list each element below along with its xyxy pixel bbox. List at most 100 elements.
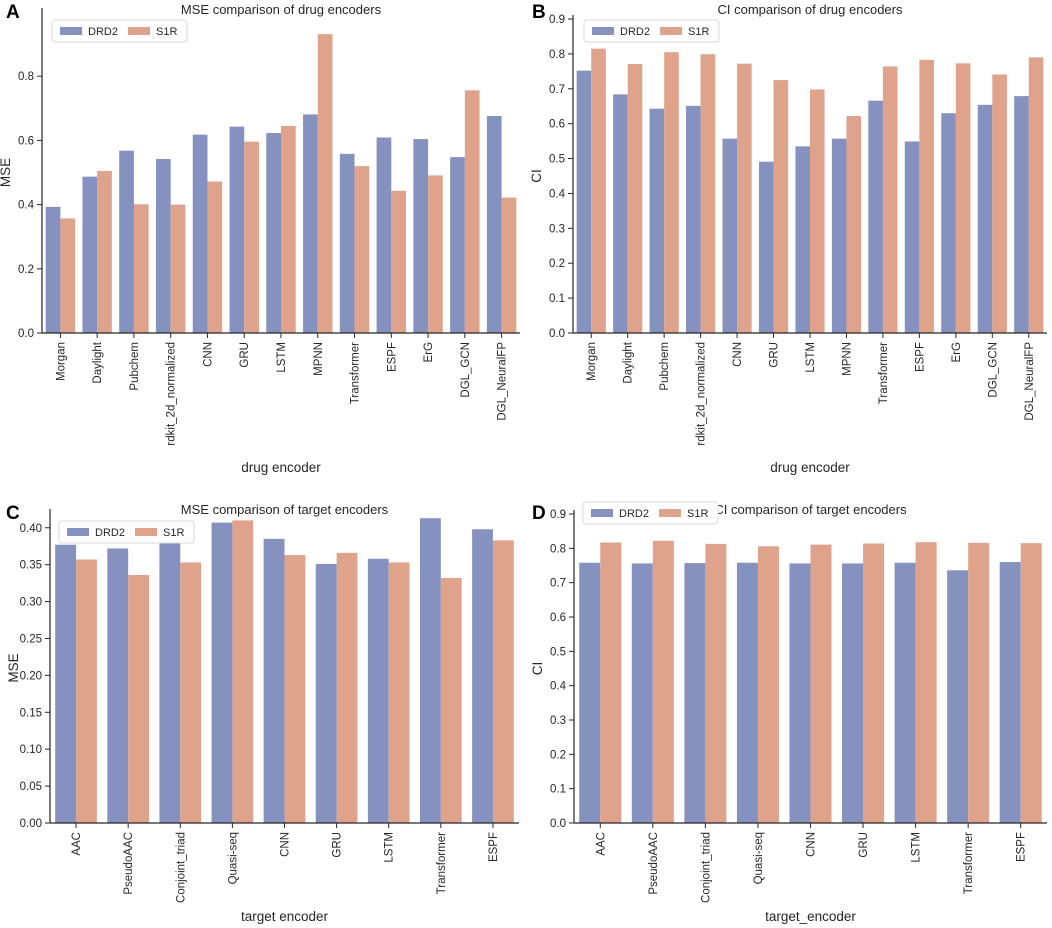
y-tick-label: 0.8 [18,71,34,83]
x-tick-label: rdkit_2d_normalized [696,342,708,446]
y-tick-label: 0.05 [20,781,42,793]
x-tick-label: DGL_NeuralFP [497,342,509,421]
bar-drd2 [419,518,441,823]
bar-s1r [354,166,370,333]
bar-drd2 [941,113,956,333]
chart-title: CI comparison of drug encoders [718,2,903,17]
x-tick-label: Daylight [623,341,635,383]
x-tick-label: Conjoint_triad [700,832,712,903]
y-tick-label: 0.0 [18,328,34,340]
y-tick-label: 0.3 [549,223,565,235]
bar-drd2 [579,562,601,823]
x-tick-label: MPNN [841,342,853,376]
bar-s1r [388,562,410,823]
bar-drd2 [315,563,337,823]
x-tick-label: Transformer [350,342,362,404]
bar-s1r [244,141,259,333]
legend-swatch-s1r [660,27,682,35]
bar-s1r [968,542,990,823]
legend-swatch-s1r [135,528,157,536]
bar-s1r [97,170,112,333]
bar-drd2 [999,562,1021,823]
x-tick-label: CNN [280,832,292,857]
legend-label-s1r: S1R [688,26,709,38]
bar-s1r [284,555,306,823]
y-tick-label: 0.9 [550,509,566,521]
y-tick-label: 0.15 [20,707,42,719]
bar-s1r [317,34,333,334]
bar-drd2 [55,544,77,823]
bar-drd2 [894,562,916,823]
bar-drd2 [229,126,245,333]
y-tick-label: 0.4 [550,681,567,693]
y-tick-label: 0.6 [549,119,565,131]
x-tick-label: DGL_GCN [460,342,472,398]
x-tick-label: LSTM [911,832,923,863]
x-tick-label: Daylight [92,341,104,383]
bar-drd2 [119,150,134,333]
bar-drd2 [631,563,653,823]
x-tick-label: Morgan [586,342,598,381]
y-tick-label: 0.40 [20,523,42,535]
y-tick-label: 0.2 [550,749,566,761]
y-tick-label: 0.30 [20,597,42,609]
panel-b: B CI comparison of drug encoders 0.0 0.1 0.… [526,0,1052,475]
bar-drd2 [266,133,281,333]
bar-s1r [664,52,679,334]
bar-drd2 [649,108,665,333]
y-tick-label: 0.35 [20,560,42,572]
x-tick-label: Transformer [878,342,890,404]
bar-drd2 [472,529,493,823]
legend: DRD2 S1R [582,501,719,525]
bar-drd2 [947,570,969,823]
legend-box [51,19,188,43]
x-tick-label: ESPF [488,832,500,862]
bar-s1r [992,74,1007,334]
chart-title: MSE comparison of drug encoders [181,2,382,17]
bar-drd2 [486,116,502,333]
bar-s1r [232,520,254,823]
y-tick-label: 0.2 [18,264,34,276]
bar-drd2 [45,206,61,333]
x-tick-label: Pubchem [659,342,671,391]
x-axis-label: drug encoder [770,460,850,475]
bar-s1r [737,63,752,333]
legend: DRD2 S1R [583,19,720,43]
bar-s1r [919,59,934,333]
bar-s1r [1020,543,1042,823]
bar-s1r [627,64,643,334]
bar-drd2 [736,562,758,823]
bar-s1r [955,63,971,333]
x-tick-label: Quasi-seq [753,832,765,884]
x-tick-label: GRU [858,832,870,858]
legend-box [582,501,719,525]
bar-drd2 [211,522,233,823]
legend-swatch-s1r [128,27,150,35]
legend-swatch-drd2 [592,27,614,35]
bar-s1r [60,218,76,333]
bar-drd2 [722,138,738,333]
bar-s1r [810,544,832,823]
x-tick-label: ErG [423,342,435,363]
x-tick-label: GRU [332,832,344,858]
x-tick-label: LSTM [805,342,817,373]
y-tick-label: 0.1 [550,784,566,796]
y-tick-label: 0.4 [18,200,35,212]
y-tick-label: 0.8 [549,49,565,61]
bar-drd2 [842,563,864,823]
bar-drd2 [367,558,389,823]
y-axis-label: MSE [0,158,13,187]
x-tick-label: ESPF [1016,832,1028,862]
bar-drd2 [576,70,592,333]
legend: DRD2 S1R [58,520,195,544]
bar-drd2 [155,159,171,333]
y-tick-label: 0.5 [549,154,565,166]
x-tick-label: ESPF [386,342,398,372]
bar-drd2 [82,176,98,333]
x-tick-label: LSTM [384,832,396,863]
bar-s1r [133,204,149,333]
x-tick-label: rdkit_2d_normalized [166,342,178,446]
x-tick-label: ErG [951,342,963,363]
y-tick-label: 0.25 [20,633,42,645]
panel-letter: A [6,2,20,23]
